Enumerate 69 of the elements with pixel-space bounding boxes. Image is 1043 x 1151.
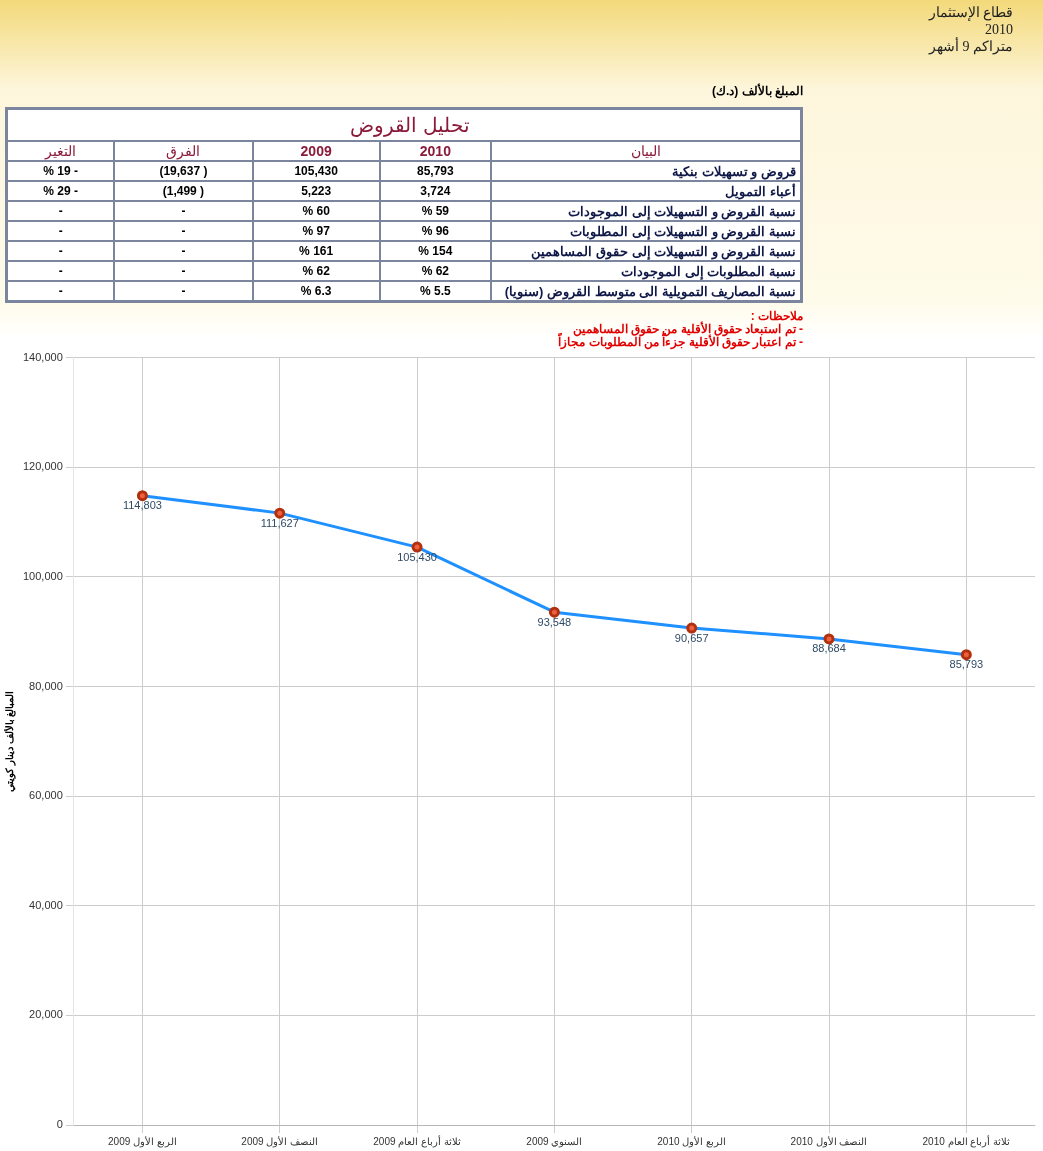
text: 105,430 — [294, 164, 338, 178]
x-tick-label: الربع الأول 2010 — [657, 1135, 727, 1148]
data-label: 85,793 — [949, 658, 984, 671]
text: - — [181, 264, 186, 278]
y-tick-label: 120,000 — [23, 460, 63, 473]
text: 5.5 % — [420, 284, 451, 298]
text: ( 1,499) — [162, 184, 205, 198]
y-tick-label: 60,000 — [29, 789, 63, 802]
text: - 29 % — [43, 184, 78, 198]
text: تحليل القروض — [6, 108, 802, 141]
text: 60 % — [302, 204, 330, 218]
x-tick-label: النصف الأول 2009 — [241, 1135, 319, 1148]
y-axis-title: المبالغ بالألف دينار كويتي — [3, 690, 16, 792]
text: 3,724 — [420, 184, 451, 198]
data-label: 114,803 — [122, 499, 162, 512]
text: متراكم 9 أشهر — [928, 38, 1013, 55]
text: 2010 — [379, 141, 491, 161]
x-tick-label: ثلاثة أرباع العام 2010 — [922, 1134, 1011, 1148]
category-label: الفرق — [114, 141, 253, 161]
y-tick-label: 80,000 — [29, 679, 63, 692]
text: - — [58, 224, 63, 238]
text: - — [58, 204, 63, 218]
data-label: 105,430 — [397, 550, 437, 563]
category-label: قروض و تسهيلات بنكية — [672, 163, 796, 179]
y-tick-label: 40,000 — [29, 898, 63, 911]
text: ملاحظات : — [749, 309, 803, 323]
text: قطاع الإستثمار — [928, 4, 1013, 21]
text: - 19 % — [43, 164, 78, 178]
text: - — [58, 284, 63, 298]
text: - — [181, 284, 186, 298]
data-label: 111,627 — [260, 516, 299, 529]
text: 161 % — [299, 244, 334, 258]
text: البيان — [491, 141, 802, 161]
text: 85,793 — [417, 164, 454, 178]
data-label: 93,548 — [537, 615, 572, 628]
text: ( 19,637) — [159, 164, 208, 178]
y-tick-label: 140,000 — [23, 350, 63, 363]
x-tick-label: الربع الأول 2009 — [108, 1135, 177, 1148]
category-label: التغير — [6, 141, 115, 161]
data-label: 88,684 — [812, 642, 846, 655]
y-tick-label: 0 — [56, 1118, 63, 1131]
category-label: 2010 — [984, 21, 1013, 38]
category-label: أعباء التمويل — [725, 183, 796, 199]
data-label: 90,657 — [674, 631, 709, 644]
text: - — [181, 244, 186, 258]
x-tick-label: السنوي 2009 — [526, 1135, 583, 1148]
text: 62 % — [421, 264, 450, 278]
x-tick-label: ثلاثة أرباع العام 2009 — [373, 1134, 461, 1148]
y-tick-label: 20,000 — [29, 1008, 63, 1021]
text: 6.3 % — [300, 284, 332, 298]
category-label: نسبة القروض و التسهيلات إلى الموجودات — [567, 203, 796, 219]
category-label: نسبة القروض و التسهيلات إلى حقوق المساهمين — [531, 243, 796, 259]
text: 154 % — [418, 244, 453, 258]
text: 59 % — [421, 204, 450, 218]
category-label: نسبة القروض و التسهيلات إلى المطلوبات — [569, 223, 796, 239]
category-label: نسبة المصاريف التمويلية الى متوسط القروض (سنويا) — [504, 283, 796, 299]
text: المبلغ بالألف (د.ك) — [711, 84, 803, 98]
text: - — [181, 224, 186, 238]
text: 5,223 — [301, 184, 332, 198]
text: 96 % — [421, 224, 450, 238]
text: 97 % — [302, 224, 330, 238]
category-label: نسبة المطلوبات إلى الموجودات — [621, 263, 796, 279]
category-label: 2009 — [252, 141, 380, 161]
y-tick-label: 100,000 — [23, 569, 63, 582]
text: - — [58, 264, 63, 278]
x-tick-label: النصف الأول 2010 — [790, 1135, 868, 1148]
text: - — [181, 204, 186, 218]
text: 62 % — [302, 264, 330, 278]
text: - — [58, 244, 63, 258]
